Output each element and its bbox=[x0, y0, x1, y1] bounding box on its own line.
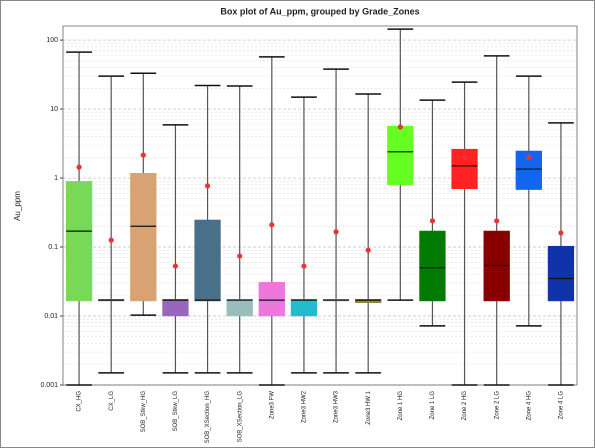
box bbox=[547, 245, 575, 302]
mean-marker bbox=[237, 253, 243, 259]
mean-marker bbox=[365, 247, 371, 253]
mean-marker bbox=[269, 222, 275, 228]
box bbox=[162, 299, 189, 317]
mean-marker bbox=[108, 237, 114, 243]
mean-marker bbox=[494, 218, 500, 224]
mean-marker bbox=[140, 152, 146, 158]
y-tick-label: 100 bbox=[46, 37, 58, 44]
mean-marker bbox=[76, 164, 82, 170]
mean-marker bbox=[429, 218, 436, 224]
x-tick-label: SOB_Stkw_HG bbox=[141, 391, 147, 433]
x-tick-label: Zone 1 LG bbox=[430, 391, 436, 420]
y-axis-label: Au_ppm bbox=[13, 191, 22, 221]
x-tick-label: Zone 2 LG bbox=[494, 391, 500, 420]
box bbox=[419, 230, 446, 302]
x-tick-label: Zone 4 LG bbox=[559, 391, 565, 420]
mean-marker bbox=[333, 229, 339, 235]
mean-marker bbox=[397, 124, 403, 130]
x-tick-label: Zone 2 HG bbox=[462, 391, 468, 421]
box bbox=[355, 299, 382, 304]
x-tick-label: CX_HG bbox=[77, 391, 83, 412]
chart-title: Box plot of Au_ppm, grouped by Grade_Zon… bbox=[220, 6, 419, 16]
box bbox=[65, 181, 93, 302]
x-tick-label: Zone3 HW3 bbox=[334, 390, 340, 423]
x-tick-label: Zone3 FW bbox=[269, 391, 275, 419]
x-tick-label: CX_LG bbox=[109, 391, 115, 411]
y-tick-label: 0.01 bbox=[44, 313, 58, 320]
mean-marker bbox=[461, 154, 468, 160]
x-tick-label: Zone 4 HG bbox=[526, 391, 532, 421]
box bbox=[194, 219, 221, 302]
plot-area bbox=[62, 25, 578, 386]
x-tick-label: SOB_XSection_LG bbox=[237, 391, 243, 443]
mean-marker bbox=[172, 263, 179, 269]
box bbox=[290, 299, 318, 317]
x-tick-label: Zone 1 HG bbox=[398, 391, 404, 421]
mean-marker bbox=[526, 154, 532, 160]
box bbox=[258, 282, 285, 317]
mean-marker bbox=[558, 230, 564, 236]
x-tick-label: SOB_XSection_HG bbox=[205, 391, 211, 444]
y-tick-label: 1 bbox=[54, 175, 58, 182]
x-tick-label: Zone3 HW 1 bbox=[366, 390, 372, 424]
x-tick-label: SOB_Stkw_LG bbox=[173, 391, 179, 432]
mean-marker bbox=[204, 183, 211, 189]
box bbox=[130, 173, 157, 302]
mean-marker bbox=[301, 263, 307, 269]
box bbox=[226, 299, 253, 317]
y-tick-label: 10 bbox=[50, 106, 58, 113]
box bbox=[387, 125, 414, 186]
x-tick-label: Zone3 HW2 bbox=[302, 390, 308, 423]
y-tick-label: 0.1 bbox=[48, 244, 58, 251]
y-tick-label: 0.001 bbox=[40, 382, 58, 389]
